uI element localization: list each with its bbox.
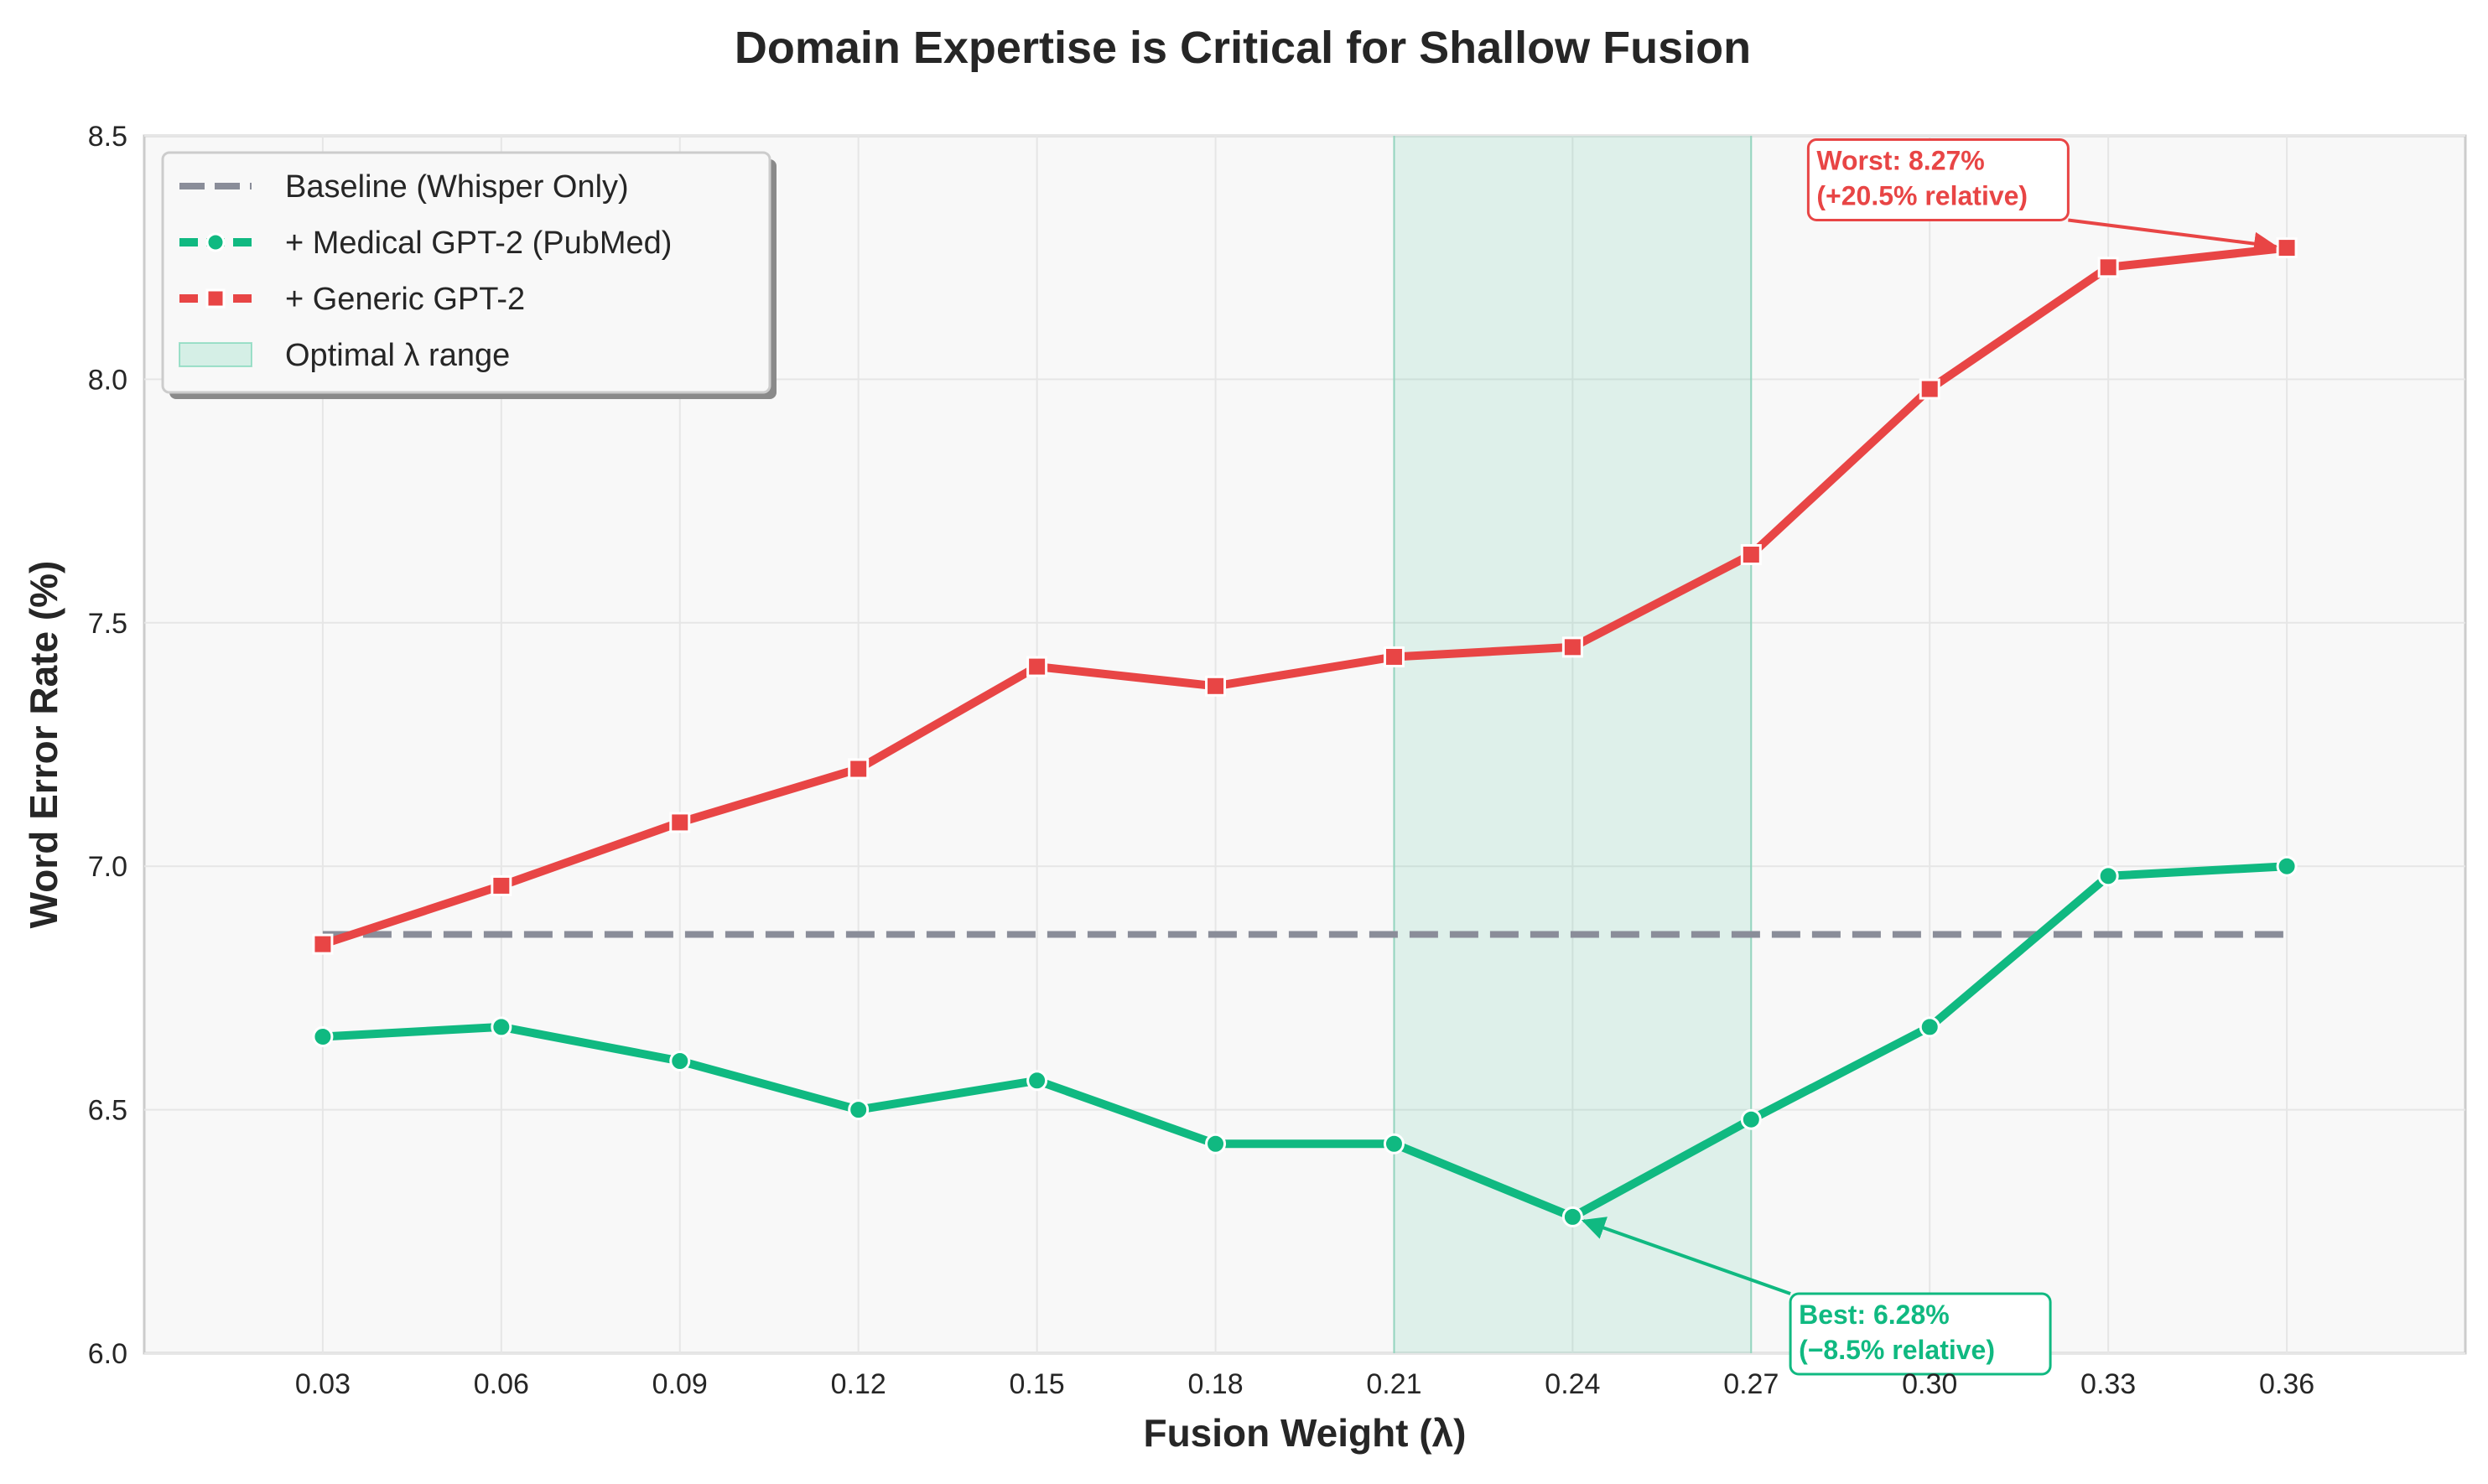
y-tick-label: 7.5 [88, 608, 127, 640]
legend: Baseline (Whisper Only) + Medical GPT-2 (… [161, 151, 777, 399]
data-point [1205, 1133, 1227, 1155]
y-axis-label: Word Error Rate (%) [22, 561, 65, 929]
y-tick-label: 8.0 [88, 364, 127, 396]
series-medical-gpt-2-pubmed [312, 855, 2298, 1227]
data-point [1383, 646, 1405, 667]
x-tick-label: 0.12 [831, 1368, 886, 1400]
annotation-line1: Worst: 8.27% [1816, 145, 1984, 175]
annotation-worst: Worst: 8.27% (+20.5% relative) [1806, 138, 2278, 256]
annotation-arrow [2068, 218, 2278, 256]
annotation-arrow [1581, 1217, 1791, 1295]
y-tick-label: 8.5 [88, 121, 127, 153]
x-tick-label: 0.15 [1010, 1368, 1065, 1400]
x-tick-label: 0.36 [2259, 1368, 2314, 1400]
data-point [491, 874, 512, 896]
legend-label: Optimal λ range [285, 338, 510, 373]
x-tick-label: 0.33 [2080, 1368, 2136, 1400]
annotation-line2: (−8.5% relative) [1799, 1335, 1995, 1365]
x-tick-label: 0.06 [474, 1368, 529, 1400]
data-point [669, 812, 691, 833]
series-generic-gpt-2 [312, 237, 2298, 955]
legend-marker [205, 232, 226, 252]
data-point [2097, 865, 2119, 887]
data-point [312, 1025, 334, 1047]
y-tick-label: 6.0 [88, 1338, 127, 1370]
legend-swatch [179, 342, 252, 367]
legend-label: Baseline (Whisper Only) [285, 169, 629, 205]
x-tick-label: 0.27 [1723, 1368, 1779, 1400]
data-point [848, 758, 870, 780]
data-point [1026, 1070, 1048, 1092]
optimal-range-rect [1394, 136, 1752, 1353]
chart-title: Domain Expertise is Critical for Shallow… [735, 23, 1751, 73]
data-point [1740, 543, 1762, 565]
annotation-best: Best: 6.28% (−8.5% relative) [1581, 1217, 2052, 1376]
annotation-box [1806, 138, 2070, 221]
legend-box [161, 151, 771, 394]
data-point [1919, 378, 1940, 400]
legend-entry: Baseline (Whisper Only) [179, 169, 629, 205]
annotations: Best: 6.28% (−8.5% relative) Worst: 8.27% (… [1581, 138, 2278, 1376]
data-point [1383, 1133, 1405, 1155]
x-tick-label: 0.21 [1366, 1368, 1421, 1400]
annotation-line1: Best: 6.28% [1799, 1300, 1950, 1330]
series-layer [312, 237, 2298, 1227]
y-tick-label: 6.5 [88, 1095, 127, 1127]
data-point [2276, 855, 2298, 877]
x-axis-label: Fusion Weight (λ) [1143, 1411, 1466, 1455]
x-tick-label: 0.03 [295, 1368, 351, 1400]
legend-entry: + Generic GPT-2 [179, 282, 525, 317]
x-tick-label: 0.18 [1187, 1368, 1243, 1400]
data-point [669, 1051, 691, 1072]
x-tick-label: 0.24 [1545, 1368, 1600, 1400]
data-point [1205, 675, 1227, 697]
legend-label: + Generic GPT-2 [285, 282, 525, 317]
data-point [1740, 1108, 1762, 1130]
data-point [491, 1016, 512, 1038]
legend-entry: + Medical GPT-2 (PubMed) [179, 226, 672, 261]
annotation-box [1789, 1292, 2052, 1376]
data-point [312, 933, 334, 955]
legend-marker [205, 288, 226, 309]
legend-label: + Medical GPT-2 (PubMed) [285, 226, 672, 261]
data-point [1919, 1016, 1940, 1038]
x-axis-ticks: 0.03 0.06 0.09 0.12 0.15 0.18 0.21 0.24 0.27 0.30… [295, 1368, 2314, 1400]
series-line [322, 862, 2288, 1222]
data-point [2276, 237, 2298, 259]
y-axis-ticks: 6.0 6.5 7.0 7.5 8.0 8.5 [88, 121, 127, 1370]
data-point [848, 1099, 870, 1121]
optimal-range-shading [1393, 136, 1753, 1353]
y-tick-label: 7.0 [88, 851, 127, 883]
series-line [321, 243, 2288, 948]
legend-entry: Optimal λ range [179, 338, 510, 373]
data-point [1561, 636, 1583, 658]
x-tick-label: 0.30 [1902, 1368, 1957, 1400]
data-point [1026, 656, 1048, 677]
data-point [2097, 257, 2119, 278]
x-tick-label: 0.09 [652, 1368, 708, 1400]
annotation-line2: (+20.5% relative) [1816, 180, 2028, 210]
data-point [1561, 1206, 1583, 1227]
